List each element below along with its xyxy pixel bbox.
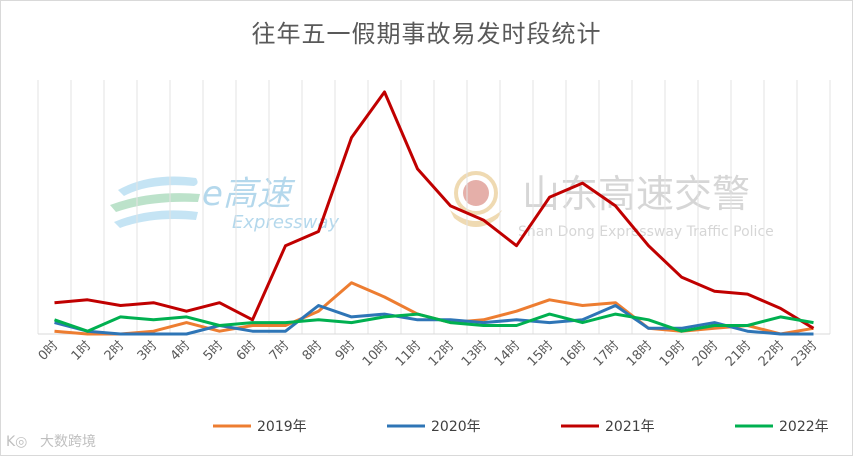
x-tick-label: 5时: [201, 338, 227, 364]
series-line-3: [54, 312, 814, 333]
x-tick-label: 18时: [624, 338, 655, 369]
x-tick-label: 11时: [393, 338, 424, 369]
legend-label-1: 2020年: [431, 419, 481, 435]
grid: [37, 80, 831, 334]
x-tick-label: 3时: [135, 338, 161, 364]
source-logo-icon: K◎: [6, 434, 27, 450]
x-tick-label: 4时: [168, 338, 194, 364]
x-tick-label: 7时: [267, 338, 293, 364]
x-tick-labels: 0时 1时 2时 3时 4时 5时 6时 7时 8时 9时 10时 11时 12时 13时 14时 15时 16…: [36, 338, 821, 369]
police-watermark: 山东高速交警 Shan Dong Expressway Traffic Poli…: [450, 171, 774, 240]
x-tick-label: 14时: [492, 338, 523, 369]
police-sub-text: Shan Dong Expressway Traffic Police: [518, 224, 774, 240]
expressway-logo-text: e高速: [202, 174, 296, 214]
expressway-sub-text: Expressway: [232, 212, 339, 233]
expressway-watermark: e高速 Expressway: [110, 174, 339, 233]
x-tick-label: 10时: [360, 338, 391, 369]
source-watermark-text: 大数跨境: [40, 434, 96, 450]
source-watermark: K◎ 大数跨境: [6, 434, 96, 450]
x-tick-label: 8时: [300, 338, 326, 364]
x-tick-label: 16时: [558, 338, 589, 369]
x-tick-label: 6时: [234, 338, 260, 364]
x-tick-label: 1时: [69, 338, 95, 364]
legend: 2019年 2020年 2021年 2022年: [213, 419, 829, 435]
x-tick-label: 17时: [591, 338, 622, 369]
chart-title: 往年五一假期事故易发时段统计: [251, 20, 602, 48]
legend-label-2: 2021年: [605, 419, 655, 435]
x-tick-label: 22时: [756, 338, 787, 369]
x-tick-label: 12时: [426, 338, 457, 369]
x-tick-label: 2时: [102, 338, 128, 364]
x-tick-label: 13时: [459, 338, 490, 369]
x-tick-label: 0时: [36, 338, 62, 364]
x-tick-label: 23时: [789, 338, 820, 369]
x-tick-label: 19时: [657, 338, 688, 369]
x-tick-label: 21时: [723, 338, 754, 369]
police-badge-icon: [450, 171, 502, 227]
series-line-2: [54, 90, 815, 330]
legend-label-0: 2019年: [257, 419, 307, 435]
x-tick-label: 20时: [690, 338, 721, 369]
x-tick-label: 15时: [525, 338, 556, 369]
series-lines: [54, 90, 815, 336]
legend-label-3: 2022年: [779, 419, 829, 435]
x-tick-label: 9时: [333, 338, 359, 364]
expressway-logo-icon: [110, 176, 200, 228]
